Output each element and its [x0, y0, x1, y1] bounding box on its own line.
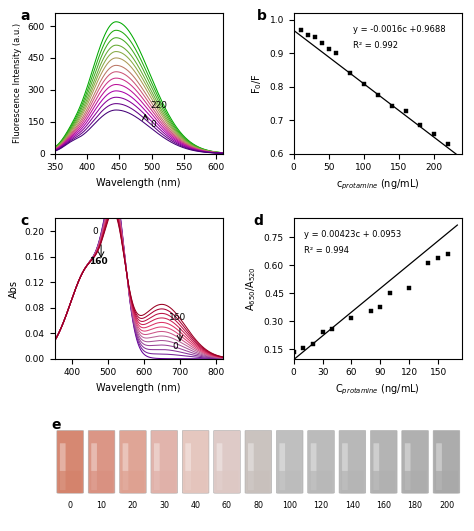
- Text: y = 0.00423c + 0.0953: y = 0.00423c + 0.0953: [304, 229, 401, 238]
- Text: 40: 40: [191, 501, 201, 510]
- Text: 160: 160: [89, 258, 107, 267]
- Text: c: c: [21, 214, 29, 228]
- FancyBboxPatch shape: [342, 443, 348, 490]
- Text: 0: 0: [150, 121, 156, 130]
- FancyBboxPatch shape: [247, 471, 270, 493]
- FancyBboxPatch shape: [339, 431, 366, 493]
- FancyBboxPatch shape: [404, 471, 427, 493]
- Text: 160: 160: [169, 313, 186, 322]
- FancyBboxPatch shape: [248, 443, 254, 490]
- FancyBboxPatch shape: [276, 431, 303, 493]
- Text: d: d: [253, 214, 263, 228]
- Text: 160: 160: [376, 501, 391, 510]
- Text: b: b: [256, 9, 266, 23]
- Text: 0: 0: [68, 501, 73, 510]
- Text: 100: 100: [282, 501, 297, 510]
- Y-axis label: Abs: Abs: [9, 279, 19, 297]
- Y-axis label: F$_0$/F: F$_0$/F: [250, 73, 264, 94]
- FancyBboxPatch shape: [436, 443, 442, 490]
- FancyBboxPatch shape: [60, 443, 65, 490]
- Text: R² = 0.994: R² = 0.994: [304, 246, 349, 255]
- FancyBboxPatch shape: [57, 431, 83, 493]
- FancyBboxPatch shape: [402, 431, 428, 493]
- Text: 30: 30: [159, 501, 169, 510]
- Text: 0: 0: [172, 341, 178, 350]
- Text: 120: 120: [313, 501, 328, 510]
- FancyBboxPatch shape: [90, 471, 113, 493]
- X-axis label: c$_{protamine}$ (ng/mL): c$_{protamine}$ (ng/mL): [336, 178, 419, 192]
- Text: 180: 180: [408, 501, 423, 510]
- FancyBboxPatch shape: [123, 443, 128, 490]
- FancyBboxPatch shape: [374, 443, 379, 490]
- Text: 60: 60: [222, 501, 232, 510]
- FancyBboxPatch shape: [279, 443, 285, 490]
- Text: R² = 0.992: R² = 0.992: [353, 41, 398, 50]
- FancyBboxPatch shape: [185, 443, 191, 490]
- FancyBboxPatch shape: [91, 443, 97, 490]
- X-axis label: C$_{protamine}$ (ng/mL): C$_{protamine}$ (ng/mL): [336, 383, 420, 397]
- X-axis label: Wavelength (nm): Wavelength (nm): [97, 383, 181, 393]
- FancyBboxPatch shape: [435, 471, 458, 493]
- FancyBboxPatch shape: [151, 431, 178, 493]
- FancyBboxPatch shape: [405, 443, 410, 490]
- Text: 80: 80: [253, 501, 264, 510]
- Text: a: a: [21, 9, 30, 23]
- FancyBboxPatch shape: [122, 471, 144, 493]
- X-axis label: Wavelength (nm): Wavelength (nm): [97, 178, 181, 188]
- FancyBboxPatch shape: [214, 431, 240, 493]
- Text: 140: 140: [345, 501, 360, 510]
- FancyBboxPatch shape: [182, 431, 209, 493]
- Text: 10: 10: [97, 501, 107, 510]
- FancyBboxPatch shape: [311, 443, 317, 490]
- FancyBboxPatch shape: [153, 471, 175, 493]
- Text: e: e: [51, 418, 61, 432]
- FancyBboxPatch shape: [217, 443, 222, 490]
- FancyBboxPatch shape: [119, 431, 146, 493]
- FancyBboxPatch shape: [278, 471, 301, 493]
- FancyBboxPatch shape: [154, 443, 160, 490]
- Text: y = -0.0016c +0.9688: y = -0.0016c +0.9688: [353, 24, 445, 33]
- FancyBboxPatch shape: [370, 431, 397, 493]
- FancyBboxPatch shape: [88, 431, 115, 493]
- FancyBboxPatch shape: [310, 471, 332, 493]
- FancyBboxPatch shape: [308, 431, 334, 493]
- Text: 220: 220: [150, 101, 167, 110]
- FancyBboxPatch shape: [59, 471, 82, 493]
- FancyBboxPatch shape: [433, 431, 460, 493]
- Text: 200: 200: [439, 501, 454, 510]
- FancyBboxPatch shape: [341, 471, 364, 493]
- Y-axis label: A$_{650}$/A$_{520}$: A$_{650}$/A$_{520}$: [245, 266, 258, 311]
- FancyBboxPatch shape: [245, 431, 272, 493]
- FancyBboxPatch shape: [184, 471, 207, 493]
- Y-axis label: Fluorescence Intensity (a.u.): Fluorescence Intensity (a.u.): [13, 23, 22, 143]
- Text: 0: 0: [92, 227, 98, 236]
- Text: 20: 20: [128, 501, 138, 510]
- FancyBboxPatch shape: [373, 471, 395, 493]
- FancyBboxPatch shape: [216, 471, 238, 493]
